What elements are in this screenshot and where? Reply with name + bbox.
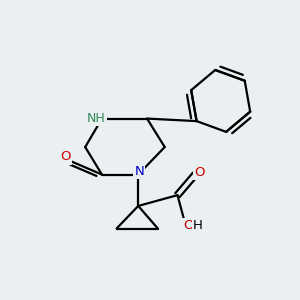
Text: NH: NH bbox=[87, 112, 105, 125]
Text: H: H bbox=[193, 219, 203, 232]
Text: O: O bbox=[183, 219, 194, 232]
Text: O: O bbox=[60, 150, 71, 164]
Text: O: O bbox=[194, 166, 204, 179]
Text: N: N bbox=[134, 165, 144, 178]
